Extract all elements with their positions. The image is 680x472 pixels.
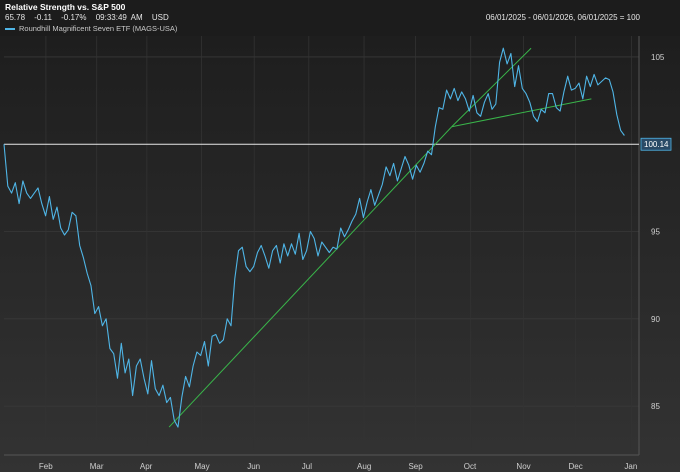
quote-currency: USD	[151, 13, 169, 22]
change-value: -0.11	[34, 13, 52, 22]
legend-swatch	[5, 27, 15, 30]
last-value: 65.78	[5, 13, 26, 22]
trendline	[168, 126, 453, 428]
x-tick-label: Jan	[624, 462, 637, 471]
date-range: 06/01/2025 - 06/01/2026, 06/01/2025 = 10…	[485, 13, 640, 22]
x-tick-label: May	[194, 462, 209, 471]
chart-title: Relative Strength vs. S&P 500	[5, 2, 126, 12]
quote-time: 09:33:49 AM	[95, 13, 143, 22]
x-tick-label: Sep	[408, 462, 423, 471]
x-tick-label: Feb	[39, 462, 53, 471]
x-tick-label: Jun	[247, 462, 260, 471]
y-tick-label: 85	[651, 402, 660, 411]
plot-background	[0, 36, 680, 472]
x-tick-label: Aug	[357, 462, 371, 471]
trendline	[451, 98, 592, 128]
x-tick-label: Nov	[516, 462, 530, 471]
last-value-badge	[640, 137, 672, 151]
legend-label: Roundhill Magnificent Seven ETF (MAGS-US…	[19, 24, 178, 33]
y-tick-label: 105	[651, 53, 665, 62]
trendline	[451, 47, 532, 128]
x-tick-label: Dec	[569, 462, 583, 471]
quote-line: 65.78 -0.11 -0.17% 09:33:49 AM USD	[5, 13, 174, 22]
x-tick-label: Oct	[464, 462, 477, 471]
chart-header: Relative Strength vs. S&P 500 65.78 -0.1…	[0, 0, 680, 36]
x-tick-label: Mar	[90, 462, 104, 471]
y-tick-label: 90	[651, 315, 660, 324]
series-line	[3, 47, 625, 428]
legend[interactable]: Roundhill Magnificent Seven ETF (MAGS-US…	[5, 24, 177, 33]
x-tick-label: Apr	[140, 462, 153, 471]
x-tick-label: Jul	[302, 462, 312, 471]
last-value-label: 100.14	[644, 140, 669, 149]
y-tick-label: 95	[651, 228, 660, 237]
change-percent: -0.17%	[61, 13, 87, 22]
